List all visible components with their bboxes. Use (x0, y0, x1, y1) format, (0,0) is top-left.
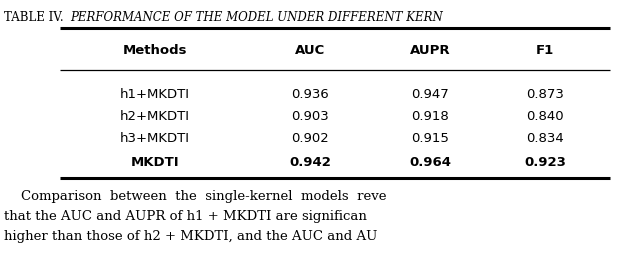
Text: that the AUC and AUPR of h1 + MKDTI are significan: that the AUC and AUPR of h1 + MKDTI are … (4, 210, 367, 223)
Text: h3+MKDTI: h3+MKDTI (120, 133, 190, 146)
Text: 0.947: 0.947 (411, 88, 449, 101)
Text: 0.942: 0.942 (289, 157, 331, 170)
Text: 0.903: 0.903 (291, 110, 329, 124)
Text: Methods: Methods (123, 43, 188, 56)
Text: 0.873: 0.873 (526, 88, 564, 101)
Text: 0.834: 0.834 (526, 133, 564, 146)
Text: 0.915: 0.915 (411, 133, 449, 146)
Text: AUPR: AUPR (410, 43, 451, 56)
Text: TABLE IV.: TABLE IV. (4, 11, 63, 24)
Text: AUC: AUC (295, 43, 325, 56)
Text: 0.902: 0.902 (291, 133, 329, 146)
Text: 0.918: 0.918 (411, 110, 449, 124)
Text: F1: F1 (536, 43, 554, 56)
Text: PERFORMANCE OF THE MODEL UNDER DIFFERENT KERN: PERFORMANCE OF THE MODEL UNDER DIFFERENT… (70, 11, 443, 24)
Text: Comparison  between  the  single-kernel  models  reve: Comparison between the single-kernel mod… (4, 190, 387, 203)
Text: 0.840: 0.840 (526, 110, 564, 124)
Text: 0.964: 0.964 (409, 157, 451, 170)
Text: MKDTI: MKDTI (131, 157, 179, 170)
Text: 0.936: 0.936 (291, 88, 329, 101)
Text: 0.923: 0.923 (524, 157, 566, 170)
Text: higher than those of h2 + MKDTI, and the AUC and AU: higher than those of h2 + MKDTI, and the… (4, 230, 378, 243)
Text: h1+MKDTI: h1+MKDTI (120, 88, 190, 101)
Text: h2+MKDTI: h2+MKDTI (120, 110, 190, 124)
